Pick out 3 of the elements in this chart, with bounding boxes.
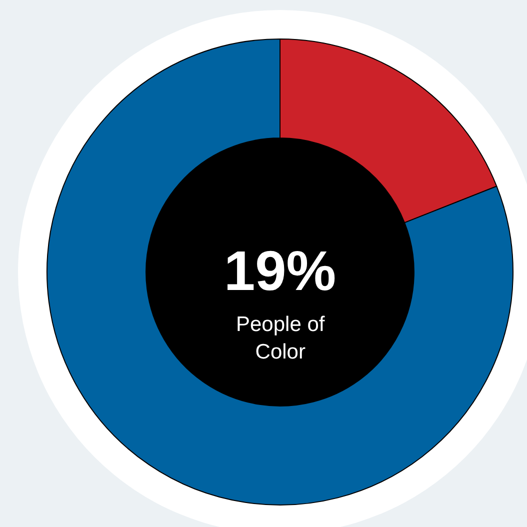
text: 19%: [224, 239, 336, 302]
donut-slice: [46, 38, 514, 506]
text: People of Color: [236, 313, 325, 364]
